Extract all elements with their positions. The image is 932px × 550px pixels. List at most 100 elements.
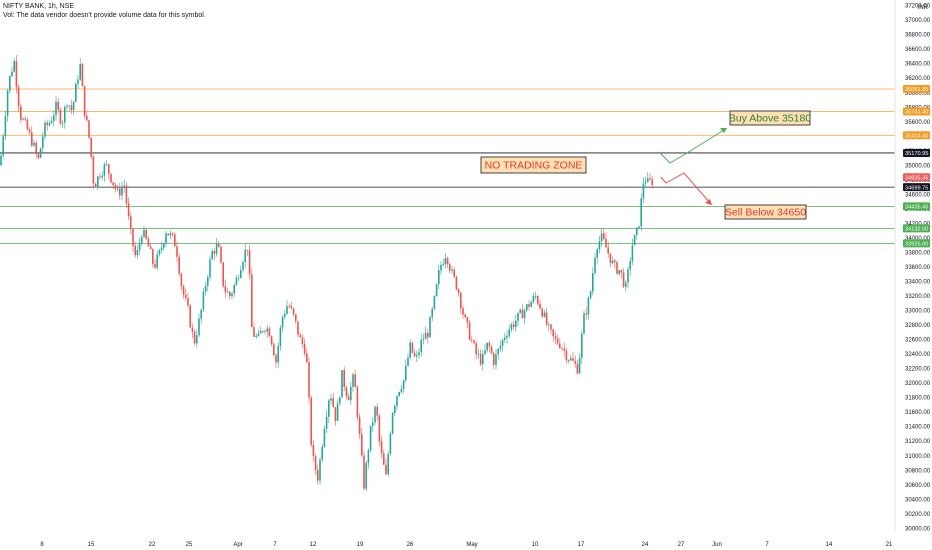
price-tick-label: 32800.00 — [905, 323, 931, 329]
level-price-label: 35170.95 — [905, 151, 928, 157]
candle-body — [493, 353, 495, 365]
candle-body — [231, 293, 233, 297]
candle-body — [255, 335, 257, 337]
buy-above-note: Buy Above 35180 — [729, 110, 811, 126]
candle-body — [138, 242, 141, 251]
candle-body — [482, 353, 484, 365]
price-tick-label: 33200.00 — [905, 294, 931, 300]
candle-body — [361, 433, 363, 456]
candle-body — [490, 346, 493, 354]
time-tick-label: 17 — [578, 542, 585, 548]
price-tick-label: 33000.00 — [905, 309, 931, 315]
candle-body — [55, 101, 57, 116]
candle-body — [57, 101, 59, 110]
candle-body — [264, 330, 266, 332]
price-tick-label: 36000.00 — [905, 91, 931, 97]
candle-body — [317, 469, 319, 481]
candle-body — [268, 328, 271, 337]
candle-body — [409, 342, 411, 358]
symbol-line: NIFTY BANK, 1h, NSE — [3, 3, 75, 10]
candle-body — [64, 106, 66, 123]
candle-body — [288, 306, 290, 307]
time-axis[interactable]: 8 15 22 25 Apr 7 12 19 26 May 10 17 24 27 Jun 7 14 21 — [40, 542, 893, 548]
candle-body — [215, 243, 218, 254]
candle-body — [334, 407, 337, 421]
candle-body — [374, 406, 376, 423]
candle-body — [444, 258, 447, 264]
sell-below-note: Sell Below 34650 — [724, 204, 807, 220]
candle-body — [358, 417, 361, 434]
candle-body — [365, 462, 367, 489]
candle-body — [398, 392, 400, 396]
candle-body — [424, 332, 427, 340]
candle-body — [88, 120, 90, 138]
candle-body — [633, 234, 636, 246]
candle-body — [37, 153, 40, 158]
drawings[interactable]: NO TRADING ZONE Buy Above 35180 Sell Below… — [480, 110, 811, 220]
candle-body — [352, 374, 354, 387]
price-tick-label: 31000.00 — [905, 454, 931, 460]
candle-body — [387, 453, 389, 475]
candle-body — [169, 233, 172, 236]
candle-body — [616, 262, 618, 274]
candle-body — [28, 129, 31, 133]
price-tick-label: 35000.00 — [905, 163, 931, 169]
candle-body — [79, 64, 81, 80]
candle-body — [86, 115, 88, 121]
candle-body — [565, 350, 568, 361]
price-tick-label: 36400.00 — [905, 62, 931, 68]
candle-body — [585, 313, 587, 315]
level-lines — [0, 88, 895, 244]
candle-body — [475, 343, 477, 355]
candle-body — [466, 317, 469, 323]
candle-body — [2, 136, 4, 156]
candle-body — [33, 142, 35, 146]
candle-body — [589, 291, 592, 299]
candle-body — [132, 228, 134, 246]
level-price-label: 35414.40 — [905, 133, 928, 139]
candle-body — [187, 298, 189, 306]
time-tick-label: 19 — [357, 542, 364, 548]
candle-body — [6, 90, 9, 117]
candle-body — [251, 274, 253, 328]
candle-body — [141, 236, 143, 243]
time-tick-label: 7 — [765, 542, 769, 548]
candle-body — [596, 249, 598, 258]
candle-body — [185, 294, 187, 299]
candle-body — [284, 313, 286, 317]
candle-body — [50, 120, 53, 124]
candle-body — [180, 273, 183, 287]
candle-body — [72, 101, 75, 111]
candle-body — [468, 322, 471, 340]
candle-body — [15, 61, 18, 88]
candle-body — [312, 444, 315, 457]
candle-body — [537, 296, 539, 304]
level-price-label-bg — [903, 239, 930, 248]
candle-body — [154, 263, 156, 268]
candle-body — [545, 312, 548, 325]
candle-body — [303, 343, 306, 354]
candle-body — [99, 176, 101, 178]
price-axis[interactable]: INR 30000.00 30200.00 30400.00 30600.00 30800… — [894, 0, 932, 550]
candle-body — [605, 238, 607, 248]
candle-body — [581, 333, 583, 358]
candle-body — [196, 335, 198, 344]
level-price-label: 34699.75 — [905, 185, 928, 191]
candle-body — [66, 105, 68, 107]
candle-body — [44, 122, 46, 137]
candle-body — [20, 106, 22, 120]
candle-body — [341, 370, 343, 398]
level-price-label-bg — [903, 131, 930, 140]
candle-body — [145, 229, 147, 239]
currency-label: INR — [918, 5, 929, 11]
candle-body — [587, 298, 590, 315]
candle-body — [385, 464, 387, 475]
candle-body — [90, 137, 92, 157]
candle-body — [290, 306, 293, 309]
level-price-label-bg — [903, 224, 930, 233]
candle-body — [220, 246, 222, 263]
candle-body — [578, 357, 581, 374]
time-tick-label: 7 — [273, 542, 277, 548]
candle-body — [636, 228, 638, 235]
